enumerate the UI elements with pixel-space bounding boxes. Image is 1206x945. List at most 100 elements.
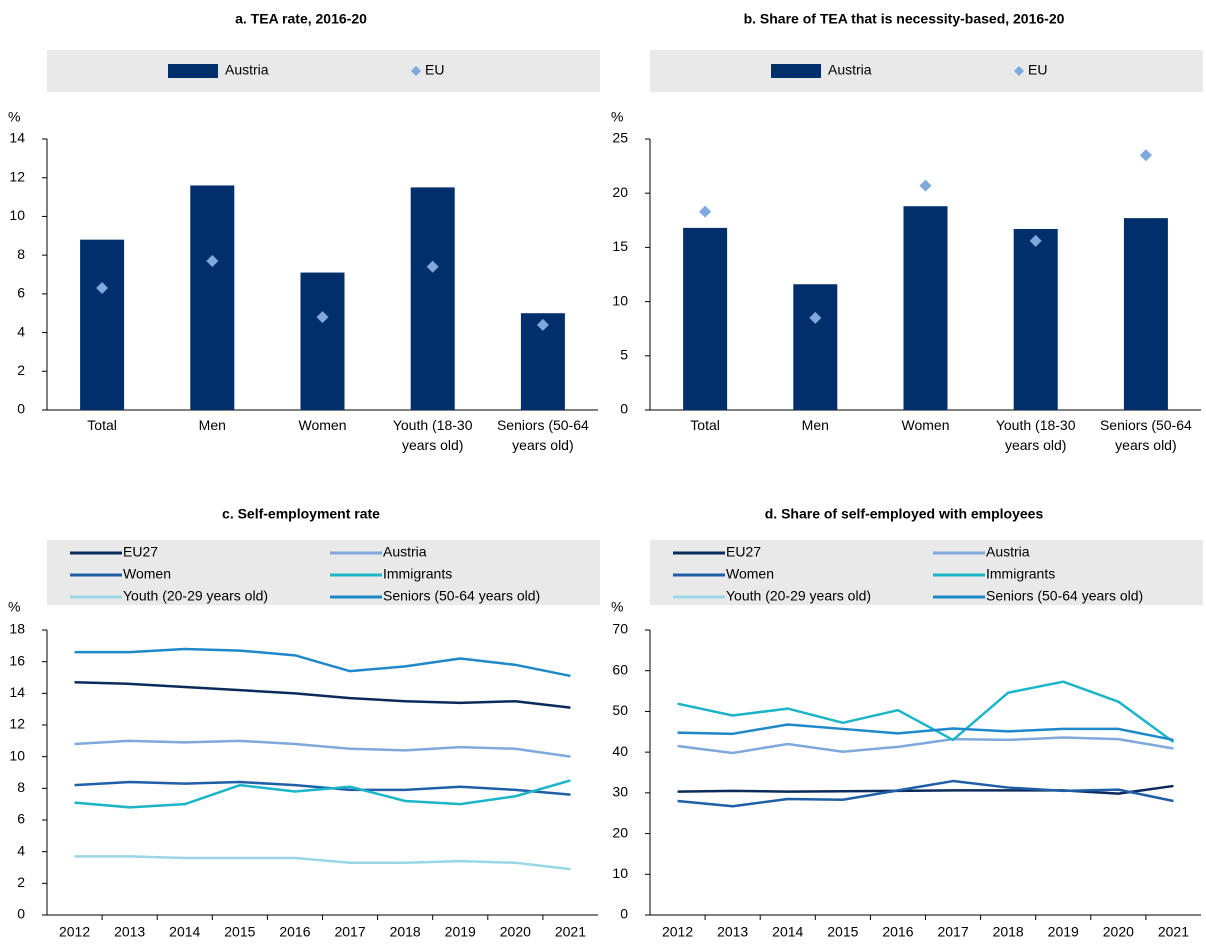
y-tick-label: 20 (612, 184, 628, 200)
legend-label: Seniors (50-64 years old) (986, 588, 1143, 604)
legend-label: Austria (986, 544, 1030, 560)
legend-label: EU (425, 62, 444, 78)
y-tick-label: 14 (9, 684, 25, 700)
y-tick-label: 10 (9, 207, 25, 223)
y-tick-label: 50 (612, 702, 628, 718)
line (74, 779, 571, 809)
legend-swatch (168, 64, 218, 78)
x-tick-label: Women (298, 417, 347, 433)
x-tick-label: Men (801, 417, 829, 433)
line (74, 780, 571, 796)
x-tick-label: Men (198, 417, 226, 433)
legend-background (650, 540, 1203, 605)
panel-title: c. Self-employment rate (222, 506, 380, 522)
y-tick-label: 0 (17, 906, 25, 922)
y-tick-label: 0 (620, 906, 628, 922)
legend-label: EU (1028, 62, 1047, 78)
x-tick-label: 2017 (334, 924, 365, 940)
y-tick-label: 30 (612, 784, 628, 800)
x-tick-label: Seniors (50-64 years old) (1099, 417, 1192, 453)
panel-title: a. TEA rate, 2016-20 (235, 11, 367, 27)
x-tick-label: 2019 (445, 924, 476, 940)
bar (190, 185, 235, 410)
line (74, 647, 571, 678)
y-tick-label: 2 (17, 362, 25, 378)
y-axis-unit: % (8, 109, 20, 125)
y-tick-label: 0 (620, 401, 628, 417)
marker (699, 205, 712, 218)
line (74, 855, 571, 871)
y-tick-label: 10 (9, 747, 25, 763)
bar (1013, 228, 1058, 410)
x-tick-label: 2015 (827, 924, 858, 940)
y-tick-label: 60 (612, 661, 628, 677)
legend-label: Women (726, 566, 774, 582)
legend-label: Immigrants (986, 566, 1055, 582)
x-tick-label: 2012 (662, 924, 693, 940)
bar (903, 206, 948, 410)
bar (410, 187, 455, 410)
x-tick-label: 2017 (937, 924, 968, 940)
marker (1029, 234, 1042, 247)
x-tick-label: Youth (18-30 years old) (995, 417, 1076, 453)
marker (809, 311, 822, 324)
line (677, 779, 1174, 808)
x-tick-label: 2021 (555, 924, 586, 940)
bar (300, 272, 345, 410)
y-tick-label: 4 (17, 323, 25, 339)
line (74, 739, 571, 758)
y-tick-label: 10 (612, 865, 628, 881)
y-tick-label: 0 (17, 401, 25, 417)
y-tick-label: 25 (612, 130, 628, 146)
legend-label: Youth (20-29 years old) (123, 588, 268, 604)
legend-label: Youth (20-29 years old) (726, 588, 871, 604)
x-tick-label: Seniors (50-64 years old) (496, 417, 589, 453)
y-tick-label: 8 (17, 779, 25, 795)
y-tick-label: 12 (9, 716, 25, 732)
y-tick-label: 5 (620, 347, 628, 363)
y-tick-label: 16 (9, 652, 25, 668)
marker (316, 311, 329, 324)
bar (683, 227, 728, 410)
y-tick-label: 8 (17, 246, 25, 262)
legend-label: Immigrants (383, 566, 452, 582)
y-tick-label: 6 (17, 811, 25, 827)
panel-title: d. Share of self-employed with employees (765, 506, 1044, 522)
legend-label: Seniors (50-64 years old) (383, 588, 540, 604)
x-tick-label: 2013 (114, 924, 145, 940)
y-tick-label: 40 (612, 743, 628, 759)
legend-label: Austria (828, 62, 872, 78)
x-tick-label: Total (690, 417, 720, 433)
x-tick-label: 2018 (993, 924, 1024, 940)
x-tick-label: 2019 (1048, 924, 1079, 940)
legend-label: Austria (383, 544, 427, 560)
x-tick-label: 2016 (279, 924, 310, 940)
marker (426, 260, 439, 273)
x-tick-label: Women (901, 417, 950, 433)
marker (536, 318, 549, 331)
x-tick-label: 2013 (717, 924, 748, 940)
y-tick-label: 10 (612, 292, 628, 308)
y-tick-label: 20 (612, 824, 628, 840)
y-tick-label: 4 (17, 842, 25, 858)
y-tick-label: 14 (9, 130, 25, 146)
y-tick-label: 6 (17, 285, 25, 301)
marker (919, 179, 932, 192)
line (677, 736, 1174, 755)
legend-swatch (1014, 66, 1024, 76)
x-tick-label: 2020 (1103, 924, 1134, 940)
x-tick-label: Total (87, 417, 117, 433)
x-tick-label: 2021 (1158, 924, 1189, 940)
y-axis-unit: % (611, 599, 623, 615)
x-tick-label: 2018 (390, 924, 421, 940)
legend-background (47, 50, 600, 92)
x-tick-label: 2014 (169, 924, 200, 940)
x-tick-label: 2012 (59, 924, 90, 940)
legend-label: EU27 (726, 544, 761, 560)
marker (206, 254, 219, 267)
legend-label: Women (123, 566, 171, 582)
bar (80, 239, 125, 410)
legend-background (650, 50, 1203, 92)
bar (1123, 218, 1168, 410)
